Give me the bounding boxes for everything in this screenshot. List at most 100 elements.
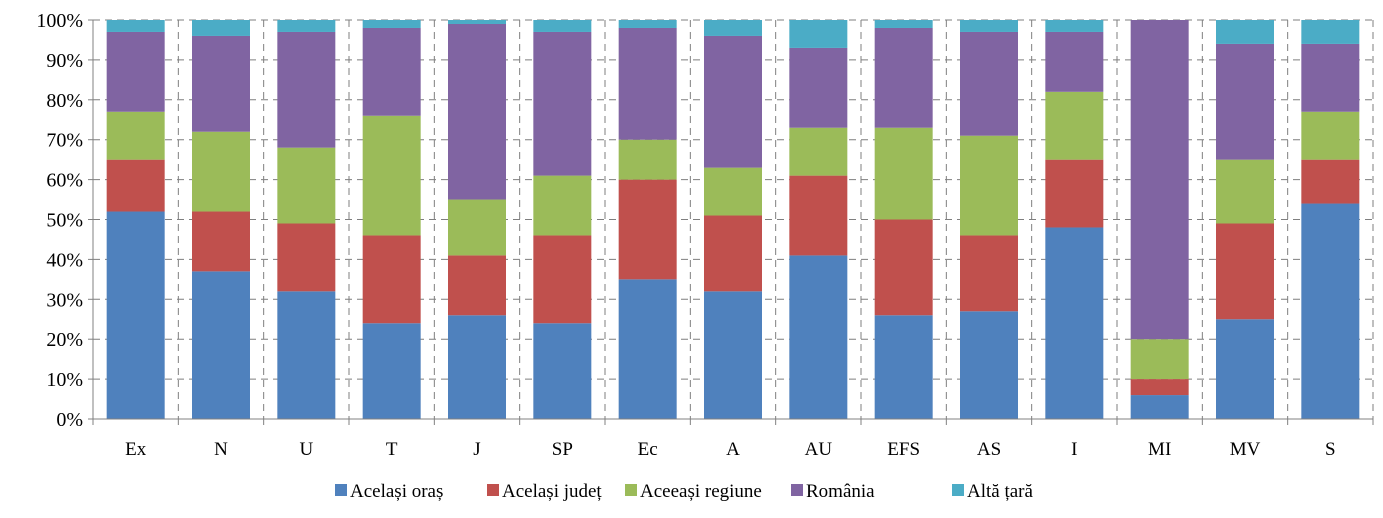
bar-segment-I-3	[1045, 91, 1104, 160]
bar-segment-T-1	[362, 323, 421, 419]
y-tick-label: 30%	[46, 289, 83, 311]
y-tick-label: 50%	[46, 210, 83, 232]
bar-segment-J-2	[448, 255, 506, 316]
bar-segment-U-2	[277, 223, 336, 292]
bar-segment-AS-4	[960, 31, 1018, 136]
x-tick-label: SP	[552, 439, 573, 460]
y-tick-label: 80%	[46, 90, 83, 112]
legend-swatch	[487, 484, 499, 496]
bar-segment-S-3	[1301, 111, 1360, 160]
bar-segment-SP-4	[533, 31, 592, 176]
bar-segment-N-1	[192, 271, 250, 419]
x-tick-label: EFS	[887, 439, 920, 460]
legend-label: Același județ	[502, 481, 602, 502]
bar-segment-MI-4	[1130, 20, 1189, 340]
x-tick-label: S	[1325, 439, 1336, 460]
bar-segment-Ec-2	[618, 179, 677, 280]
bar-segment-I-1	[1045, 227, 1104, 419]
bar-segment-SP-3	[533, 175, 592, 236]
bar-segment-I-5	[1045, 20, 1104, 32]
bar-segment-AS-3	[960, 135, 1018, 236]
bar-segment-I-4	[1045, 31, 1104, 92]
bar-segment-MV-1	[1216, 319, 1274, 419]
bar-segment-J-5	[448, 20, 506, 24]
bar-segment-U-4	[277, 31, 336, 148]
bar-segment-S-4	[1301, 43, 1360, 112]
bar-segment-EFS-1	[874, 315, 933, 419]
bar-segment-AS-1	[960, 311, 1018, 419]
legend-swatch	[625, 484, 637, 496]
bar-segment-AU-3	[789, 127, 848, 176]
bar-segment-A-3	[704, 167, 762, 216]
bar-segment-Ec-5	[618, 20, 677, 28]
bar-segment-T-3	[362, 115, 421, 236]
bar-segment-Ec-3	[618, 139, 677, 180]
bar-segment-EFS-5	[874, 20, 933, 28]
bar-segment-Ec-1	[618, 279, 677, 419]
y-tick-label: 0%	[56, 409, 83, 431]
y-tick-label: 10%	[46, 369, 83, 391]
legend-label: România	[806, 481, 875, 502]
x-tick-label: A	[726, 439, 740, 460]
bar-segment-MV-5	[1216, 20, 1274, 44]
x-tick-label: T	[386, 439, 398, 460]
bar-segment-A-2	[704, 215, 762, 292]
bar-segment-MI-1	[1130, 395, 1189, 419]
y-tick-label: 40%	[46, 249, 83, 271]
bar-segment-J-1	[448, 315, 506, 419]
y-tick-label: 90%	[46, 50, 83, 72]
x-tick-label: Ec	[638, 439, 658, 460]
x-tick-label: Ex	[125, 439, 147, 460]
bar-segment-AU-4	[789, 47, 848, 128]
bar-segment-Ex-3	[106, 111, 165, 160]
bars	[106, 20, 1360, 419]
bar-segment-U-5	[277, 20, 336, 32]
bar-segment-I-2	[1045, 159, 1104, 228]
bar-segment-MI-3	[1130, 339, 1189, 380]
bar-segment-N-5	[192, 20, 250, 36]
bar-segment-U-3	[277, 147, 336, 224]
bar-segment-Ex-1	[106, 211, 165, 419]
bar-segment-AU-2	[789, 175, 848, 256]
bar-segment-SP-1	[533, 323, 592, 419]
bar-segment-U-1	[277, 291, 336, 419]
bar-segment-N-4	[192, 35, 250, 132]
bar-segment-Ec-4	[618, 27, 677, 140]
bar-segment-MV-2	[1216, 223, 1274, 320]
bar-segment-EFS-4	[874, 27, 933, 128]
bar-segment-AS-5	[960, 20, 1018, 32]
x-tick-label: AU	[805, 439, 833, 460]
bar-segment-S-2	[1301, 159, 1360, 204]
bar-segment-J-3	[448, 199, 506, 256]
bar-segment-Ex-5	[106, 20, 165, 32]
bar-segment-SP-2	[533, 235, 592, 324]
x-tick-label: MI	[1148, 439, 1171, 460]
x-tick-label: AS	[977, 439, 1001, 460]
bar-segment-J-4	[448, 23, 506, 200]
bar-segment-T-5	[362, 20, 421, 28]
bar-segment-A-1	[704, 291, 762, 419]
x-tick-label: U	[299, 439, 313, 460]
x-tick-label: J	[473, 439, 480, 460]
y-tick-label: 70%	[46, 130, 83, 152]
legend-swatch	[335, 484, 347, 496]
bar-segment-Ex-2	[106, 159, 165, 212]
x-tick-label: I	[1071, 439, 1077, 460]
bar-segment-AS-2	[960, 235, 1018, 312]
bar-segment-T-2	[362, 235, 421, 324]
bar-segment-T-4	[362, 27, 421, 116]
bar-segment-Ex-4	[106, 31, 165, 112]
bar-segment-S-1	[1301, 203, 1360, 419]
bar-segment-A-4	[704, 35, 762, 168]
y-tick-label: 20%	[46, 329, 83, 351]
y-tick-label: 60%	[46, 170, 83, 192]
bar-segment-N-3	[192, 131, 250, 212]
bar-segment-EFS-3	[874, 127, 933, 220]
legend-swatch	[791, 484, 803, 496]
bar-segment-EFS-2	[874, 219, 933, 316]
bar-segment-N-2	[192, 211, 250, 272]
legend-swatch	[952, 484, 964, 496]
y-tick-label: 100%	[36, 10, 83, 32]
